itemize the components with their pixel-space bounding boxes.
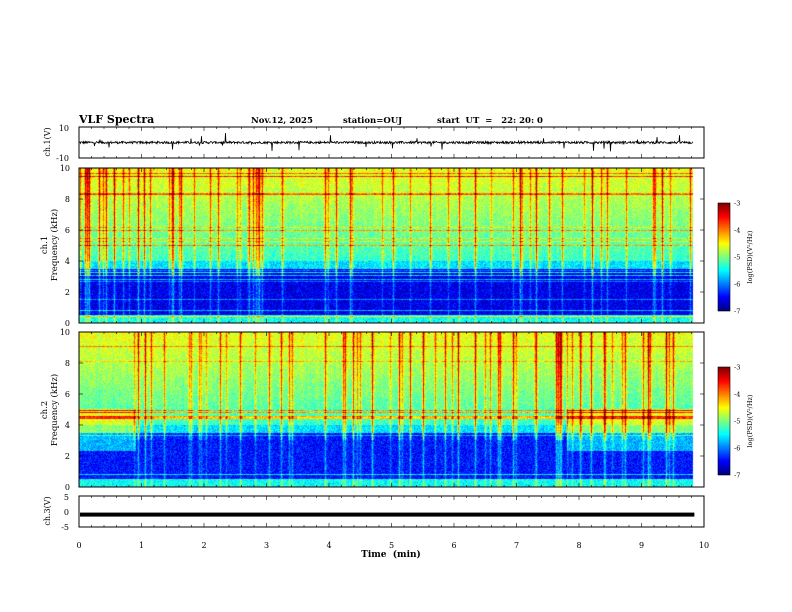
x-tick-label: 2 [201,541,206,550]
date-label: Nov.12, 2025 [251,116,313,126]
ylabel-ch2-spec: ch.2Frequency (kHz) [40,374,60,446]
y-tick-label: 10 [60,164,70,173]
y-tick-label: 10 [60,328,70,337]
start-time-label: start UT = 22: 20: 0 [437,116,543,126]
x-tick-label: 9 [639,541,644,550]
colorbar-tick-label: -5 [734,254,740,262]
colorbar-ch2-frame [717,366,731,476]
colorbar-tick-label: -4 [734,391,740,399]
colorbar-ch2-image [718,367,730,475]
x-tick-label: 1 [139,541,144,550]
colorbar-tick-label: -6 [734,281,740,289]
colorbar-ch2: -3 -4 -5 -6 -7 log(PSD)(V²/Hz) [717,364,754,480]
colorbar-tick-label: -7 [734,308,740,316]
panel-spectrogram-ch1: 0 2 4 6 8 10 ch.1Frequency (kHz) [40,164,705,328]
colorbar-ch2-label: log(PSD)(V²/Hz) [746,394,754,447]
x-tick-label: 0 [76,541,81,550]
y-tick-label: 8 [65,195,70,204]
panel-waveform-ch3: 5 0 -5 ch.3(V) [43,493,705,532]
colorbar-tick-label: -3 [734,200,740,208]
panel-waveform-ch1: 10 -10 ch.1(V) [43,124,705,163]
ytick-ch3-top: 5 [64,493,69,502]
ytick-ch3-bottom: -5 [61,523,69,532]
ytick-ch1-bottom: -10 [56,154,69,163]
ylabel-ch1-spec: ch.1Frequency (kHz) [40,209,60,281]
x-tick-label: 6 [451,541,456,550]
ytick-ch3-mid: 0 [64,508,69,517]
y-tick-label: 4 [65,257,70,266]
y-tick-label: 6 [65,226,70,235]
y-tick-label: 0 [65,319,70,328]
spectrogram-ch2-image [79,332,704,487]
ytick-ch1-top: 10 [59,124,69,133]
y-tick-label: 4 [65,421,70,430]
x-tick-label: 8 [576,541,581,550]
y-tick-label: 2 [65,288,70,297]
colorbar-ch1-image [718,203,730,311]
y-tick-label: 6 [65,390,70,399]
y-tick-label: 0 [65,483,70,492]
x-tick-label: 4 [326,541,331,550]
y-tick-label: 2 [65,452,70,461]
figure-title: VLF Spectra [78,113,154,126]
colorbar-ch1: -3 -4 -5 -6 -7 log(PSD)(V²/Hz) [717,200,754,316]
colorbar-tick-label: -5 [734,418,740,426]
ylabel-ch3: ch.3(V) [43,496,52,525]
colorbar-tick-label: -7 [734,472,740,480]
ylabel-ch1: ch.1(V) [43,127,52,156]
panel-spectrogram-ch2: 0 2 4 6 8 10 ch.2Frequency (kHz) [40,328,705,492]
colorbar-tick-label: -6 [734,445,740,453]
y-tick-label: 8 [65,359,70,368]
colorbar-tick-label: -4 [734,227,740,235]
x-tick-label: 7 [514,541,519,550]
x-tick-labels: 0 1 2 3 4 5 6 7 8 9 10 [76,541,709,550]
colorbar-ch1-label: log(PSD)(V²/Hz) [746,230,754,283]
waveform-ch1-trace [78,132,694,152]
x-tick-label: 3 [264,541,269,550]
spectrogram-ch1-image [79,168,704,323]
station-label: station=OUJ [343,116,402,126]
x-tick-label: 10 [699,541,709,550]
colorbar-ch1-frame [717,202,731,312]
colorbar-tick-label: -3 [734,364,740,372]
xlabel: Time (min) [361,549,421,560]
waveform-ch3-trace [80,512,695,517]
waveform-ch3-frame [78,495,705,528]
x-tick-label: 5 [389,541,394,550]
